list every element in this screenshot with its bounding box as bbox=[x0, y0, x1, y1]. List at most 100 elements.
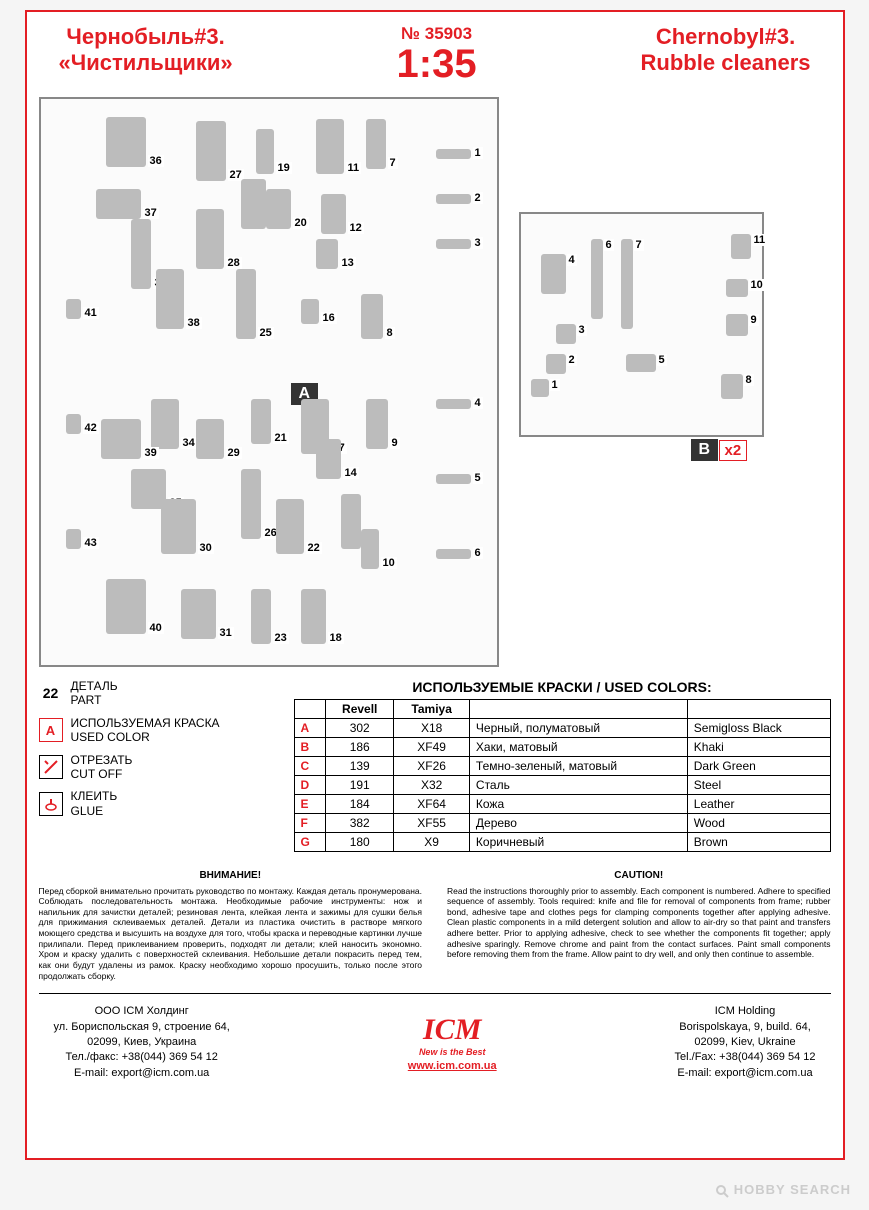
header-center: № 35903 1:35 bbox=[397, 24, 477, 84]
color-table-body: A 302 X18 Черный, полуматовый Semigloss … bbox=[294, 719, 830, 852]
title-ru-1: Чернобыль#3. bbox=[59, 24, 233, 50]
warnings: ВНИМАНИЕ! Перед сборкой внимательно проч… bbox=[39, 870, 831, 981]
table-row: F 382 XF55 Дерево Wood bbox=[294, 814, 830, 833]
legend-color: A ИСПОЛЬЗУЕМАЯ КРАСКА USED COLOR bbox=[39, 716, 279, 745]
part-number: 10 bbox=[749, 279, 765, 291]
logo-tagline: New is the Best bbox=[408, 1047, 497, 1057]
sprue-part bbox=[316, 439, 341, 479]
part-number: 20 bbox=[293, 217, 309, 229]
revell-code: 184 bbox=[326, 795, 394, 814]
part-number: 5 bbox=[473, 472, 483, 484]
legend-cut-text: ОТРЕЗАТЬ CUT OFF bbox=[71, 753, 133, 782]
sprue-part bbox=[181, 589, 216, 639]
table-header: Revell bbox=[326, 700, 394, 719]
sprue-b: B x2 1146710392518 bbox=[519, 212, 764, 437]
color-name-ru: Сталь bbox=[469, 776, 687, 795]
part-number: 16 bbox=[321, 312, 337, 324]
sprue-part bbox=[626, 354, 656, 372]
sprue-part bbox=[196, 121, 226, 181]
color-name-ru: Хаки, матовый bbox=[469, 738, 687, 757]
part-number: 7 bbox=[388, 157, 398, 169]
tamiya-code: XF55 bbox=[394, 814, 470, 833]
legend-cut: ОТРЕЗАТЬ CUT OFF bbox=[39, 753, 279, 782]
part-number: 38 bbox=[186, 317, 202, 329]
tamiya-code: X9 bbox=[394, 833, 470, 852]
color-name-ru: Темно-зеленый, матовый bbox=[469, 757, 687, 776]
legend-part: 22 ДЕТАЛЬ PART bbox=[39, 679, 279, 708]
legend-color-ru: ИСПОЛЬЗУЕМАЯ КРАСКА bbox=[71, 716, 220, 730]
legend-part-ru: ДЕТАЛЬ bbox=[71, 679, 118, 693]
sprue-part bbox=[96, 189, 141, 219]
table-header bbox=[469, 700, 687, 719]
legend-glue: КЛЕИТЬ GLUE bbox=[39, 789, 279, 818]
table-row: A 302 X18 Черный, полуматовый Semigloss … bbox=[294, 719, 830, 738]
sprue-part bbox=[591, 239, 603, 319]
color-name-ru: Дерево bbox=[469, 814, 687, 833]
sprue-part bbox=[106, 579, 146, 634]
part-number: 3 bbox=[473, 237, 483, 249]
sprue-part bbox=[101, 419, 141, 459]
part-number: 31 bbox=[218, 627, 234, 639]
sprue-part bbox=[131, 219, 151, 289]
footer-ru-5: E-mail: export@icm.com.ua bbox=[54, 1066, 230, 1081]
sprue-part bbox=[436, 194, 471, 204]
part-number: 12 bbox=[348, 222, 364, 234]
part-number-icon: 22 bbox=[39, 681, 63, 705]
part-number: 2 bbox=[567, 354, 577, 366]
legend-color-text: ИСПОЛЬЗУЕМАЯ КРАСКА USED COLOR bbox=[71, 716, 220, 745]
sprue-part bbox=[256, 129, 274, 174]
bottom-section: 22 ДЕТАЛЬ PART A ИСПОЛЬЗУЕМАЯ КРАСКА USE… bbox=[39, 679, 831, 852]
part-number: 6 bbox=[604, 239, 614, 251]
part-number: 11 bbox=[752, 234, 768, 246]
sprue-part bbox=[436, 149, 471, 159]
sprue-part bbox=[556, 324, 576, 344]
part-number: 29 bbox=[226, 447, 242, 459]
sprue-part bbox=[316, 119, 344, 174]
revell-code: 382 bbox=[326, 814, 394, 833]
sprue-part bbox=[436, 239, 471, 249]
footer-en-4: Tel./Fax: +38(044) 369 54 12 bbox=[675, 1050, 816, 1065]
part-number: 4 bbox=[473, 397, 483, 409]
footer-en: ICM Holding Borispolskaya, 9, build. 64,… bbox=[675, 1004, 816, 1081]
legend-glue-en: GLUE bbox=[71, 804, 104, 818]
part-number: 41 bbox=[83, 307, 99, 319]
color-table: RevellTamiya A 302 X18 Черный, полуматов… bbox=[294, 699, 831, 852]
color-name-en: Wood bbox=[687, 814, 830, 833]
cut-off-icon bbox=[39, 755, 63, 779]
sprue-part bbox=[531, 379, 549, 397]
part-number: 4 bbox=[567, 254, 577, 266]
color-table-head: RevellTamiya bbox=[294, 700, 830, 719]
title-en-2: Rubble cleaners bbox=[641, 50, 811, 76]
sprue-part bbox=[301, 299, 319, 324]
sprue-part bbox=[66, 299, 81, 319]
revell-code: 302 bbox=[326, 719, 394, 738]
part-number: 9 bbox=[390, 437, 400, 449]
table-row: B 186 XF49 Хаки, матовый Khaki bbox=[294, 738, 830, 757]
part-number: 40 bbox=[148, 622, 164, 634]
sprue-part bbox=[241, 469, 261, 539]
sprue-part bbox=[726, 279, 748, 297]
sprue-part bbox=[721, 374, 743, 399]
sprue-a: A 36271911713724201223228133413825168342… bbox=[39, 97, 499, 667]
color-name-ru: Черный, полуматовый bbox=[469, 719, 687, 738]
sprue-part bbox=[366, 399, 388, 449]
color-letter: G bbox=[294, 833, 326, 852]
sprue-part bbox=[366, 119, 386, 169]
part-number: 9 bbox=[749, 314, 759, 326]
part-number: 39 bbox=[143, 447, 159, 459]
footer-en-5: E-mail: export@icm.com.ua bbox=[675, 1066, 816, 1081]
sprue-part bbox=[241, 179, 266, 229]
part-number: 2 bbox=[473, 192, 483, 204]
part-number: 30 bbox=[198, 542, 214, 554]
warning-en-body: Read the instructions thoroughly prior t… bbox=[447, 886, 831, 960]
part-number: 10 bbox=[381, 557, 397, 569]
sprue-part bbox=[251, 589, 271, 644]
sprue-part bbox=[436, 549, 471, 559]
part-number: 36 bbox=[148, 155, 164, 167]
warning-en-title: CAUTION! bbox=[447, 870, 831, 883]
sprue-part bbox=[161, 499, 196, 554]
tamiya-code: XF49 bbox=[394, 738, 470, 757]
revell-code: 191 bbox=[326, 776, 394, 795]
table-row: G 180 X9 Коричневый Brown bbox=[294, 833, 830, 852]
part-number: 19 bbox=[276, 162, 292, 174]
